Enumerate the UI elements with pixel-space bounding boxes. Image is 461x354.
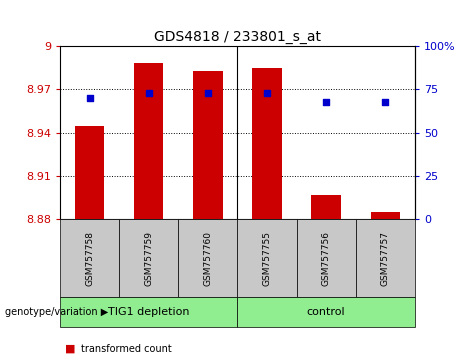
Point bbox=[86, 95, 93, 101]
Point bbox=[322, 99, 330, 104]
Text: transformed count: transformed count bbox=[81, 344, 171, 354]
Bar bbox=[134, 63, 164, 219]
Text: GSM757756: GSM757756 bbox=[322, 231, 331, 286]
Text: genotype/variation ▶: genotype/variation ▶ bbox=[5, 307, 108, 318]
Text: ■: ■ bbox=[65, 344, 75, 354]
Point bbox=[263, 90, 271, 96]
Text: GSM757759: GSM757759 bbox=[144, 231, 153, 286]
Bar bbox=[252, 68, 282, 219]
Bar bbox=[311, 195, 341, 219]
Text: GSM757757: GSM757757 bbox=[381, 231, 390, 286]
Point bbox=[204, 90, 212, 96]
Point bbox=[145, 90, 152, 96]
Point bbox=[382, 99, 389, 104]
Text: GSM757755: GSM757755 bbox=[262, 231, 272, 286]
Text: TIG1 depletion: TIG1 depletion bbox=[108, 307, 189, 318]
Text: control: control bbox=[307, 307, 345, 318]
Bar bbox=[75, 126, 104, 219]
Text: GSM757760: GSM757760 bbox=[203, 231, 213, 286]
Bar bbox=[193, 70, 223, 219]
Bar bbox=[371, 212, 400, 219]
Text: GSM757758: GSM757758 bbox=[85, 231, 94, 286]
Title: GDS4818 / 233801_s_at: GDS4818 / 233801_s_at bbox=[154, 30, 321, 44]
